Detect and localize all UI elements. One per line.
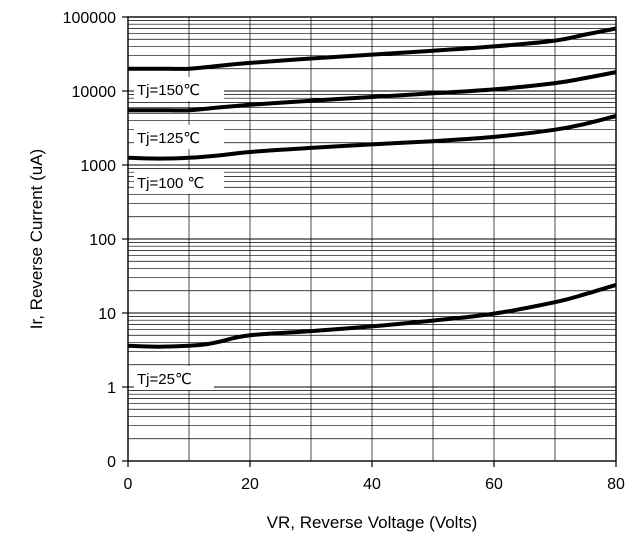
y-tick-label: 0 [107,454,116,471]
y-tick-label: 100 [89,232,116,249]
x-tick-label: 0 [124,476,133,493]
y-tick-label: 1000 [80,158,116,175]
y-axis-label: Ir, Reverse Current (uA) [27,149,46,329]
series-annotation-label: Tj=100 ℃ [137,175,204,192]
x-axis-label: VR, Reverse Voltage (Volts) [267,513,478,532]
y-tick-label: 100000 [63,10,116,27]
annotation-bg [134,366,214,390]
annotation-bg [134,170,224,194]
grid-layer [128,17,616,462]
tick-layer: 0 20 40 60 80 0 1 10 100 1000 10000 100000 [63,10,625,493]
x-tick-label: 20 [241,476,259,493]
x-tick-label: 40 [363,476,381,493]
series-line-1 [127,26,617,71]
series-line-4 [127,282,617,349]
series-layer [127,26,617,349]
y-tick-label: 1 [107,380,116,397]
series-annotation-label: Tj=25℃ [137,371,192,388]
series-annotation-label: Tj=150℃ [137,82,200,99]
annotation-bg [134,77,224,101]
x-tick-label: 80 [607,476,625,493]
annotation-layer: Tj=150℃ Tj=125℃ Tj=100 ℃ Tj=25℃ [134,77,224,390]
y-tick-label: 10000 [72,84,117,101]
series-annotation-label: Tj=125℃ [137,130,200,147]
annotation-bg [134,125,224,149]
y-tick-label: 10 [98,306,116,323]
series-line-2 [128,70,617,113]
x-tick-label: 60 [485,476,503,493]
series-line-3 [127,114,617,161]
